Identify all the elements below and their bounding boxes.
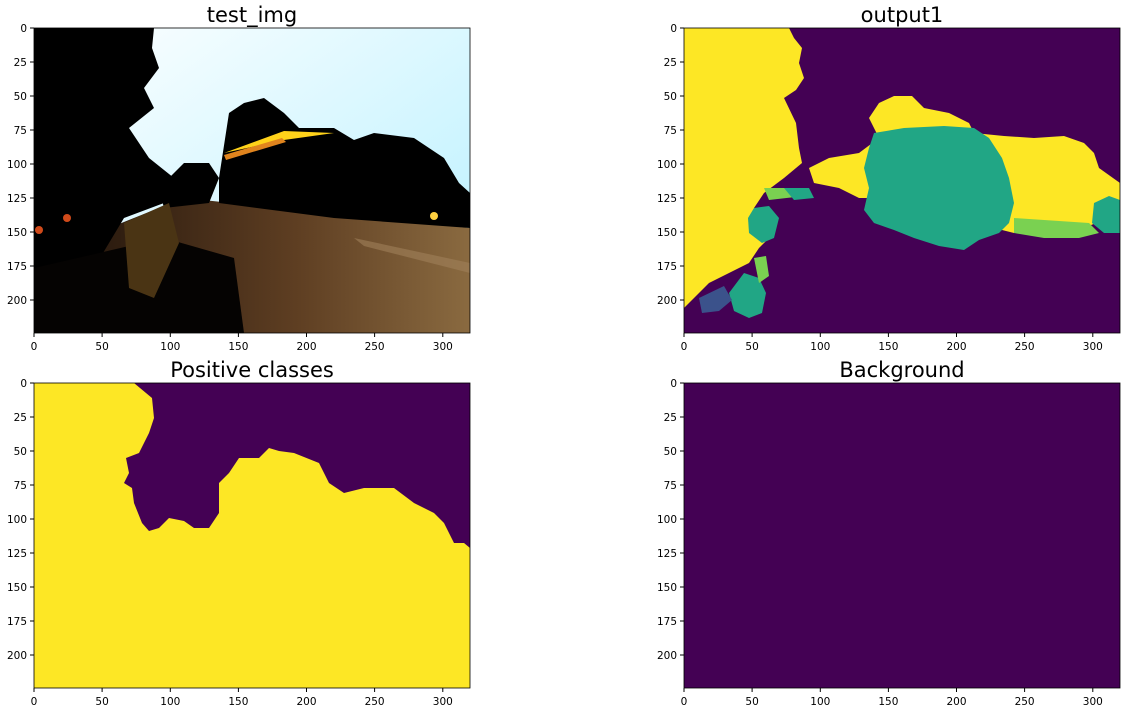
y-tick-label: 100 [657, 159, 677, 171]
panel-positive-classes: Positive classes 0 50 100 150 200 250 30… [7, 358, 471, 708]
y-tick-label: 200 [657, 295, 677, 307]
x-tick-label: 100 [810, 341, 830, 353]
y-tick-label: 175 [7, 261, 27, 273]
y-tick-label: 150 [7, 582, 27, 594]
y-tick-label: 125 [7, 193, 27, 205]
y-tick-label: 175 [657, 261, 677, 273]
y-tick-label: 200 [7, 650, 27, 662]
x-tick-label: 0 [681, 696, 688, 708]
y-tick-label: 75 [664, 125, 677, 137]
x-tick-label: 150 [878, 341, 898, 353]
panel-title: Background [839, 358, 964, 382]
x-tick-label: 50 [95, 341, 108, 353]
panel-test-img: test_img 0 50 100 [7, 3, 471, 353]
panel-output1: output1 0 50 100 150 200 [657, 3, 1121, 353]
background-mask-image [684, 383, 1120, 688]
y-ticks: 0 25 50 75 100 125 150 175 200 [7, 23, 34, 307]
x-tick-label: 0 [31, 696, 38, 708]
x-tick-label: 250 [1015, 341, 1035, 353]
x-tick-label: 200 [296, 696, 316, 708]
x-tick-label: 50 [745, 341, 758, 353]
x-tick-label: 250 [365, 696, 385, 708]
y-tick-label: 50 [664, 446, 677, 458]
x-tick-label: 50 [95, 696, 108, 708]
y-ticks: 0 25 50 75 100 125 150 175 200 [657, 23, 684, 307]
x-tick-label: 100 [160, 696, 180, 708]
y-tick-label: 25 [14, 57, 27, 69]
segmentation-mask-image [684, 28, 1120, 333]
y-tick-label: 0 [20, 378, 27, 390]
y-tick-label: 125 [657, 193, 677, 205]
y-tick-label: 175 [657, 616, 677, 628]
y-tick-label: 125 [657, 548, 677, 560]
x-tick-label: 150 [878, 696, 898, 708]
y-tick-label: 0 [670, 378, 677, 390]
y-tick-label: 175 [7, 616, 27, 628]
x-tick-label: 100 [810, 696, 830, 708]
x-ticks: 0 50 100 150 200 250 300 [681, 688, 1103, 708]
y-tick-label: 200 [657, 650, 677, 662]
y-tick-label: 100 [657, 514, 677, 526]
panel-background: Background 0 50 100 150 200 250 300 0 25… [657, 358, 1121, 708]
x-tick-label: 250 [365, 341, 385, 353]
x-tick-label: 0 [31, 341, 38, 353]
y-tick-label: 50 [14, 446, 27, 458]
y-tick-label: 50 [664, 91, 677, 103]
panel-title: test_img [207, 3, 297, 28]
x-tick-label: 150 [228, 696, 248, 708]
x-tick-label: 300 [1083, 341, 1103, 353]
x-tick-label: 50 [745, 696, 758, 708]
y-tick-label: 150 [657, 582, 677, 594]
x-tick-label: 150 [228, 341, 248, 353]
y-tick-label: 25 [664, 412, 677, 424]
x-tick-label: 300 [1083, 696, 1103, 708]
y-tick-label: 0 [20, 23, 27, 35]
y-tick-label: 125 [7, 548, 27, 560]
x-tick-label: 0 [681, 341, 688, 353]
x-tick-label: 300 [433, 341, 453, 353]
y-tick-label: 25 [14, 412, 27, 424]
y-tick-label: 25 [664, 57, 677, 69]
positive-mask-image [34, 383, 470, 688]
y-tick-label: 200 [7, 295, 27, 307]
x-tick-label: 200 [946, 341, 966, 353]
y-tick-label: 100 [7, 159, 27, 171]
x-ticks: 0 50 100 150 200 250 300 [31, 688, 453, 708]
y-tick-label: 0 [670, 23, 677, 35]
y-ticks: 0 25 50 75 100 125 150 175 200 [657, 378, 684, 662]
x-ticks: 0 50 100 150 200 250 300 [31, 333, 453, 353]
road-scene-image [34, 28, 470, 333]
panel-title: Positive classes [170, 358, 334, 382]
x-tick-label: 200 [296, 341, 316, 353]
x-tick-label: 250 [1015, 696, 1035, 708]
x-tick-label: 300 [433, 696, 453, 708]
y-ticks: 0 25 50 75 100 125 150 175 200 [7, 378, 34, 662]
y-tick-label: 50 [14, 91, 27, 103]
x-ticks: 0 50 100 150 200 250 300 [681, 333, 1103, 353]
y-tick-label: 75 [14, 125, 27, 137]
y-tick-label: 75 [14, 480, 27, 492]
y-tick-label: 150 [7, 227, 27, 239]
x-tick-label: 200 [946, 696, 966, 708]
y-tick-label: 100 [7, 514, 27, 526]
y-tick-label: 150 [657, 227, 677, 239]
x-tick-label: 100 [160, 341, 180, 353]
panel-title: output1 [861, 3, 944, 27]
y-tick-label: 75 [664, 480, 677, 492]
